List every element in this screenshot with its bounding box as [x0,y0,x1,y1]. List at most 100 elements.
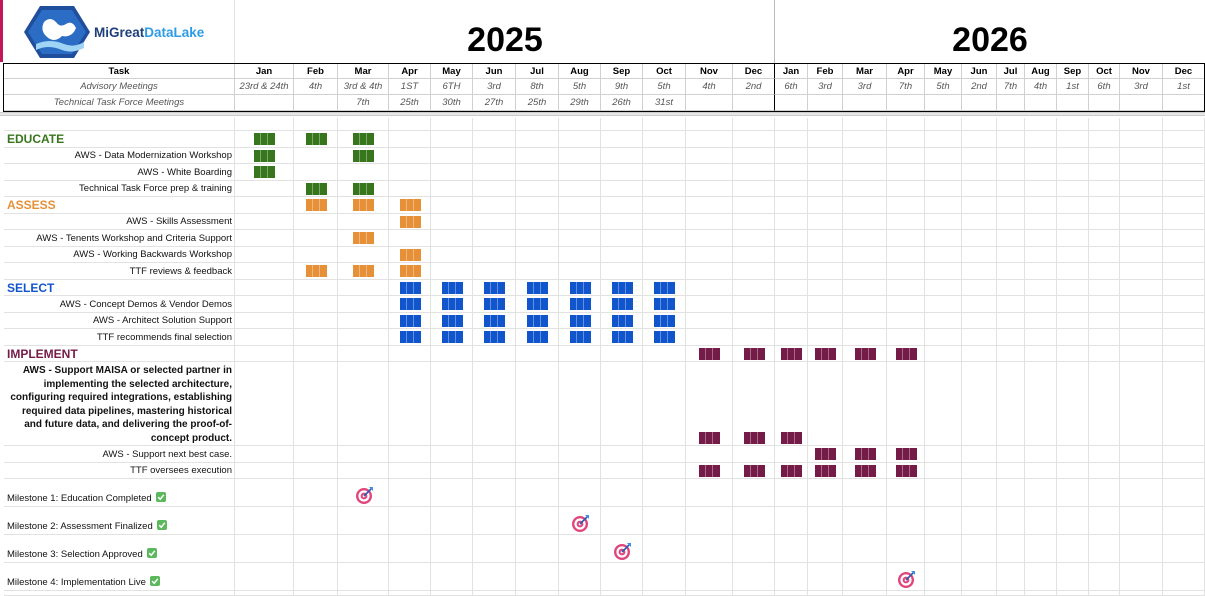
grid-cell [686,535,733,563]
grid-cell [925,563,962,591]
grid-cell [473,479,516,507]
bar [441,298,463,311]
header-cell: 1ST [389,79,431,95]
grid-cell [843,118,887,131]
grid-cell [997,263,1025,280]
grid-cell [1089,329,1120,346]
grid-cell [516,507,559,535]
grid-cell [389,446,431,463]
header-cell: 2nd [962,79,997,95]
grid-cell [775,230,808,247]
grid-cell [601,279,643,296]
header-cell: Mar [338,64,389,79]
grid-cell [643,345,686,362]
grid-cell [962,296,997,313]
grid-cell [962,147,997,164]
grid-cell [775,246,808,263]
bar [743,347,765,360]
grid-cell [1057,164,1089,181]
grid-cell [1120,479,1163,507]
header-cell [1163,95,1205,111]
grid-cell [601,164,643,181]
grid-cell [1025,296,1057,313]
grid-cell [4,180,235,197]
grid-cell [1089,164,1120,181]
bar [527,298,548,311]
grid-cell [925,362,962,446]
grid-cell [843,213,887,230]
grid-cell [1025,279,1057,296]
grid-cell [294,345,338,362]
grid-cell [601,563,643,591]
grid-cell [338,479,389,507]
grid-cell [775,164,808,181]
milestone-icon [355,485,375,505]
grid-cell [808,180,843,197]
grid-cell [559,213,601,230]
grid-cell [338,164,389,181]
header-cell: Aug [1025,64,1057,79]
grid-cell [997,507,1025,535]
grid-cell [473,279,516,296]
grid-cell [1057,462,1089,479]
grid-cell [733,147,775,164]
grid-cell [962,213,997,230]
header-cell: 7th [338,95,389,111]
grid-cell [473,535,516,563]
grid-cell [338,230,389,247]
grid-cell [1025,329,1057,346]
grid-cell [516,197,559,214]
header-cell: 1st [1057,79,1089,95]
bar [569,298,591,311]
grid-cell [962,180,997,197]
grid-cell [887,329,925,346]
section-title: ASSESS [7,198,56,213]
grid-cell [808,507,843,535]
bar [569,331,591,344]
grid-cell [516,312,559,329]
grid-cell [338,462,389,479]
grid-cell [686,147,733,164]
header-cell: Technical Task Force Meetings [4,95,235,111]
grid-cell [235,180,294,197]
grid-cell [294,462,338,479]
grid-cell [338,118,389,131]
grid-cell [1025,507,1057,535]
grid-cell [733,131,775,148]
bar [815,448,836,461]
grid-cell [516,131,559,148]
header-cell [1089,95,1120,111]
grid-cell [887,362,925,446]
bar [254,149,275,162]
grid-cell [1089,312,1120,329]
grid-cell [962,462,997,479]
grid-cell [843,230,887,247]
grid-cell [997,164,1025,181]
check-icon [143,548,157,560]
grid-cell [733,462,775,479]
bar [743,432,765,444]
grid-cell [473,118,516,131]
grid-cell [4,230,235,247]
grid-cell [887,263,925,280]
bar [399,281,421,294]
grid-cell [686,131,733,148]
grid-cell [686,345,733,362]
grid-cell [962,591,997,596]
bar [895,347,917,360]
grid-cell [1089,263,1120,280]
grid-cell [733,230,775,247]
grid-cell [1089,479,1120,507]
bar [484,314,505,327]
grid-cell [431,164,473,181]
grid-cell [559,591,601,596]
header-cell: Nov [686,64,733,79]
grid-cell [4,246,235,263]
grid-cell [808,197,843,214]
grid-cell [516,180,559,197]
grid-cell [775,362,808,446]
grid-cell [389,131,431,148]
grid-cell [643,131,686,148]
grid-cell [431,345,473,362]
task-label: AWS - Working Backwards Workshop [73,249,232,261]
